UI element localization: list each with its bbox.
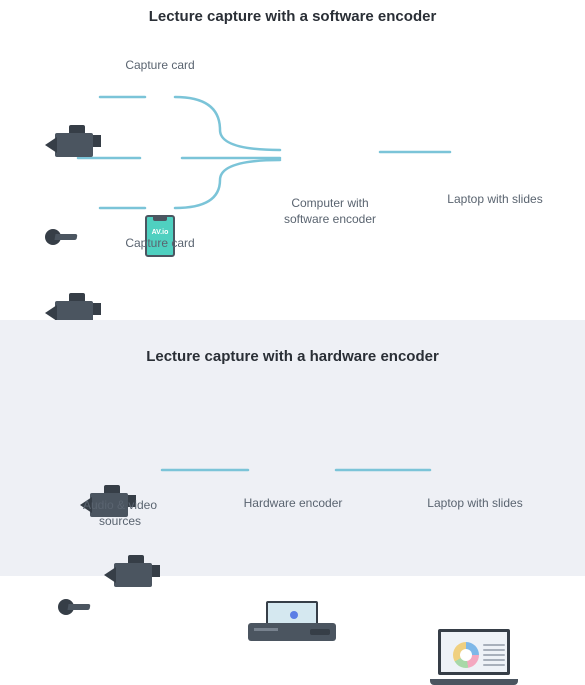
- computer-label: Computer with software encoder: [270, 196, 390, 227]
- section-software-encoder: Lecture capture with a software encoder …: [0, 0, 585, 320]
- sources-label: Audio & video sources: [70, 498, 170, 529]
- hardware-encoder-icon: [248, 601, 336, 641]
- camera-icon: [45, 125, 101, 159]
- camera-icon: [104, 555, 160, 589]
- capture-card-top-label: Capture card: [110, 58, 210, 74]
- wires-s2: [0, 320, 585, 576]
- microphone-icon: [58, 595, 92, 619]
- capture-card-bottom-label: Capture card: [110, 236, 210, 252]
- laptop-label-s1: Laptop with slides: [440, 192, 550, 208]
- section-hardware-encoder: Lecture capture with a hardware encoder …: [0, 320, 585, 576]
- encoder-label: Hardware encoder: [236, 496, 350, 512]
- laptop-label-s2: Laptop with slides: [420, 496, 530, 512]
- microphone-icon: [45, 225, 79, 249]
- wires-s1: [0, 0, 585, 320]
- laptop-icon: [430, 629, 518, 685]
